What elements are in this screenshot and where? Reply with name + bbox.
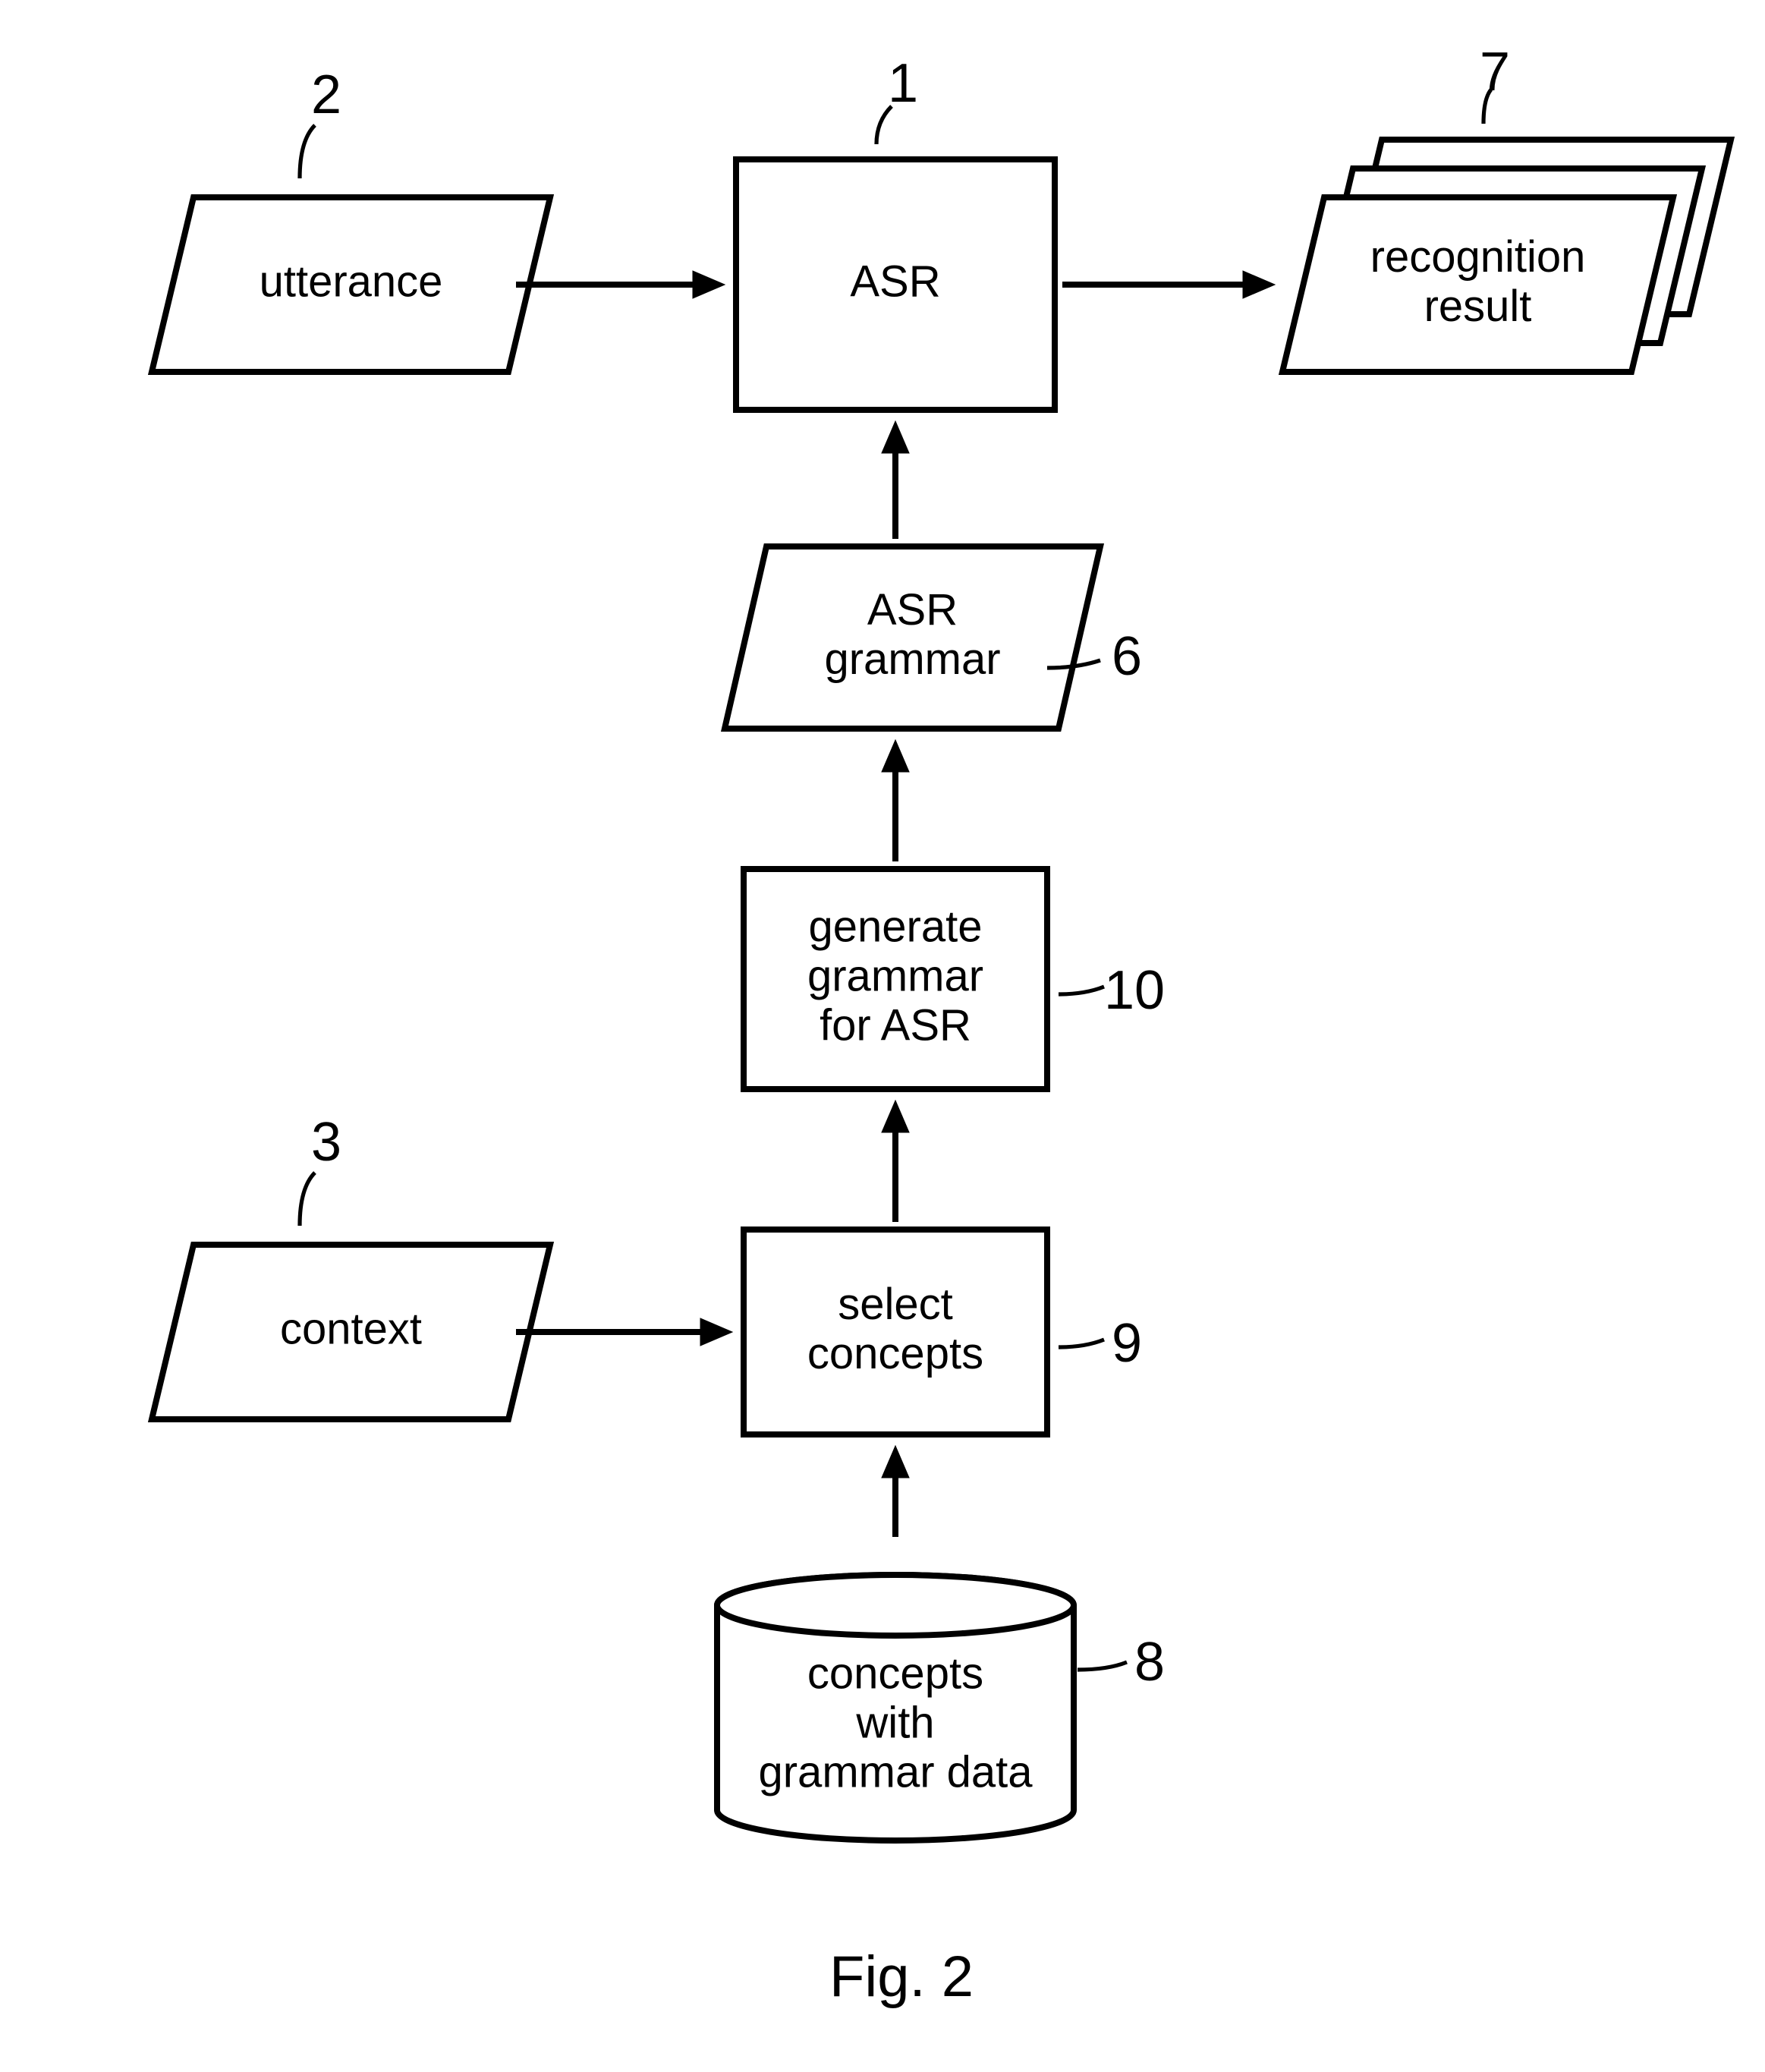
node-label-line: for ASR (820, 1000, 971, 1050)
edge-arrowhead (882, 1446, 909, 1478)
node-label-line: recognition (1370, 232, 1586, 282)
leader-line (1059, 987, 1104, 994)
edge-arrowhead (1243, 271, 1275, 298)
node-label-line: ASR (867, 585, 958, 635)
edge-arrowhead (700, 1318, 732, 1346)
node-label-line: utterance (260, 257, 443, 306)
node-label-line: select (838, 1280, 953, 1329)
leader-line (1059, 1340, 1104, 1347)
node-label-line: grammar (807, 951, 983, 1000)
node-label-line: result (1424, 282, 1532, 331)
node-label-line: grammar (824, 635, 1000, 684)
leader-line (1078, 1662, 1127, 1670)
leader-line (300, 125, 315, 178)
node-label-line: grammar data (758, 1747, 1033, 1796)
node-cylinder-top (717, 1575, 1074, 1636)
edge-arrowhead (882, 421, 909, 453)
node-label-line: generate (809, 902, 983, 951)
node-label-line: ASR (850, 257, 940, 306)
node-number: 8 (1134, 1632, 1165, 1693)
node-number: 7 (1480, 42, 1510, 102)
node-label-line: concepts (807, 1648, 983, 1698)
node-number: 10 (1104, 960, 1165, 1021)
node-number: 1 (888, 53, 918, 114)
node-label-line: concepts (807, 1329, 983, 1378)
node-label-line: context (280, 1304, 422, 1353)
leader-line (300, 1173, 315, 1226)
edge-arrowhead (882, 740, 909, 772)
node-number: 2 (311, 65, 341, 125)
node-label-line: with (855, 1698, 934, 1747)
figure-caption: Fig. 2 (829, 1944, 974, 2009)
edge-arrowhead (693, 271, 725, 298)
node-number: 3 (311, 1112, 341, 1173)
edge-arrowhead (882, 1101, 909, 1132)
node-number: 6 (1112, 626, 1142, 687)
node-number: 9 (1112, 1313, 1142, 1374)
